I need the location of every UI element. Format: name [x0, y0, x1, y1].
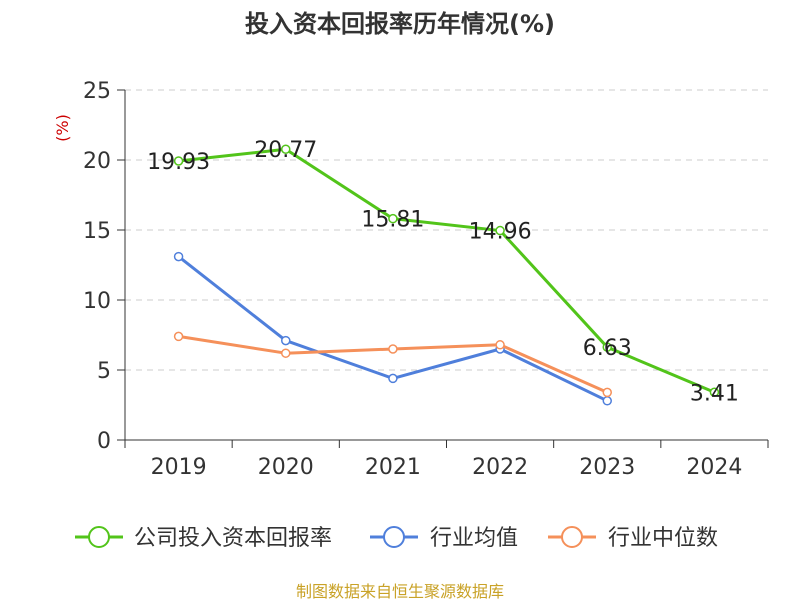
legend-label: 行业均值: [430, 526, 518, 551]
data-point: [173, 156, 184, 166]
data-label: 3.41: [690, 381, 739, 406]
data-point: [173, 331, 184, 342]
legend-marker: [88, 526, 110, 548]
y-tick-label: 15: [83, 219, 111, 244]
data-point: [281, 144, 291, 154]
legend-label: 行业中位数: [608, 526, 718, 551]
data-point: [495, 340, 505, 350]
data-label: 15.81: [361, 208, 424, 233]
data-point: [388, 344, 398, 354]
y-tick-label: 0: [97, 429, 111, 454]
data-point: [281, 348, 291, 358]
y-tick-label: 25: [83, 79, 111, 104]
y-axis-unit: (%): [53, 114, 72, 142]
source-note: 制图数据来自恒生聚源数据库: [295, 582, 504, 601]
data-label: 6.63: [583, 336, 632, 361]
data-point: [173, 251, 184, 262]
x-tick-label: 2020: [258, 455, 314, 480]
series-line: [178, 147, 715, 394]
data-point: [602, 342, 612, 352]
data-label: 19.93: [147, 150, 210, 175]
data-point: [495, 225, 505, 236]
data-point: [388, 373, 398, 384]
data-point: [602, 396, 612, 406]
x-tick-label: 2019: [151, 455, 207, 480]
x-tick-label: 2021: [365, 455, 421, 480]
legend-label: 公司投入资本回报率: [134, 526, 332, 551]
y-tick-label: 5: [97, 359, 111, 384]
data-point: [602, 387, 612, 398]
legend-marker: [383, 526, 405, 548]
x-tick-label: 2024: [686, 455, 742, 480]
data-point: [281, 335, 291, 346]
y-tick-label: 10: [83, 289, 111, 314]
chart-title: 投入资本回报率历年情况(%): [245, 10, 555, 38]
data-point: [388, 213, 398, 224]
x-tick-label: 2022: [472, 455, 528, 480]
data-point: [709, 387, 720, 398]
data-label: 20.77: [254, 138, 317, 163]
legend-marker: [561, 526, 583, 548]
y-tick-label: 20: [83, 149, 111, 174]
x-tick-label: 2023: [579, 455, 635, 480]
data-label: 14.96: [469, 220, 532, 245]
